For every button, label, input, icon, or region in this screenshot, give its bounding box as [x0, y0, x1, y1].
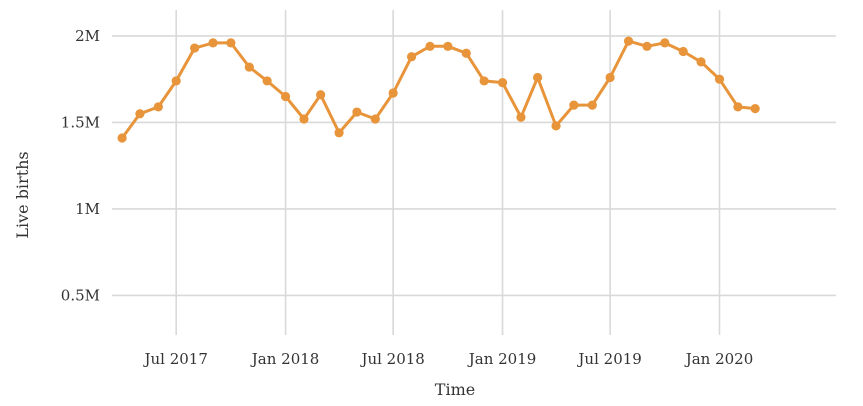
- x-tick-label: Jan 2018: [250, 350, 320, 368]
- data-point: [370, 114, 380, 124]
- data-point: [479, 76, 489, 86]
- y-tick-label: 1M: [75, 200, 100, 218]
- axis-titles: Time Live births: [13, 151, 475, 399]
- data-point: [551, 121, 561, 131]
- data-point: [497, 78, 508, 88]
- data-point: [733, 102, 743, 112]
- data-point: [135, 109, 145, 119]
- data-point: [678, 46, 688, 57]
- data-point: [352, 107, 362, 117]
- y-axis-title: Live births: [13, 151, 32, 238]
- data-point: [262, 76, 272, 86]
- data-point: [714, 74, 725, 84]
- y-tick-label: 2M: [75, 27, 100, 45]
- grid-layer: [112, 10, 836, 335]
- data-point: [642, 41, 652, 51]
- data-point: [533, 72, 543, 83]
- data-point: [299, 114, 309, 124]
- data-point: [569, 100, 579, 110]
- x-tick-label: Jan 2019: [467, 350, 537, 368]
- data-point: [280, 91, 291, 102]
- data-point: [750, 103, 760, 114]
- series-layer: [117, 36, 760, 143]
- data-point: [461, 48, 471, 58]
- data-point: [388, 88, 398, 98]
- data-point: [406, 52, 417, 62]
- data-point: [334, 128, 344, 138]
- data-point: [226, 38, 236, 48]
- x-axis-title: Time: [435, 380, 475, 399]
- data-point: [623, 36, 634, 46]
- data-point: [117, 133, 127, 143]
- series-line: [120, 39, 757, 140]
- data-point: [587, 100, 597, 110]
- data-point: [171, 76, 181, 86]
- data-point: [516, 112, 526, 122]
- x-tick-label: Jul 2017: [142, 350, 207, 368]
- data-point: [244, 62, 254, 72]
- data-point: [190, 43, 200, 53]
- data-point: [605, 72, 615, 83]
- data-point: [660, 38, 670, 48]
- data-point: [696, 57, 706, 67]
- data-point: [316, 90, 326, 100]
- tick-labels: 0.5M 1M 1.5M 2M Jul 2017 Jan 2018 Jul 2018 Jan …: [61, 27, 753, 368]
- x-tick-label: Jul 2019: [576, 350, 641, 368]
- data-point: [425, 41, 435, 51]
- x-tick-label: Jan 2020: [684, 350, 754, 368]
- y-tick-label: 0.5M: [61, 286, 100, 304]
- data-point: [443, 41, 453, 51]
- data-point: [153, 102, 163, 112]
- x-tick-label: Jul 2018: [359, 350, 424, 368]
- y-tick-label: 1.5M: [61, 113, 100, 131]
- data-point: [208, 38, 218, 48]
